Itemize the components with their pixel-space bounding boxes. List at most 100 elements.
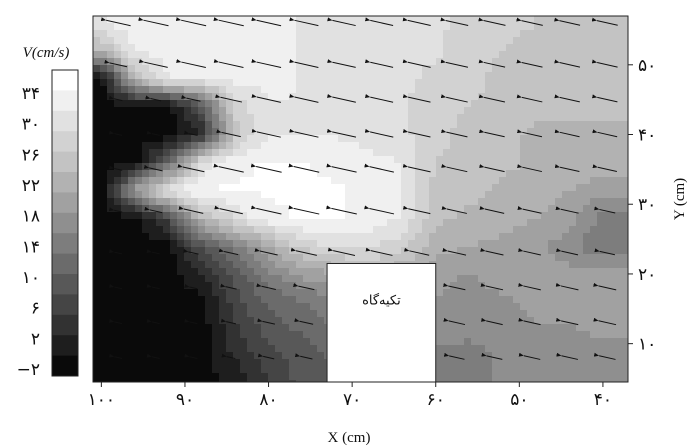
contour-cell [443,289,451,297]
contour-cell [135,226,143,234]
contour-cell [422,16,430,24]
contour-cell [548,107,556,115]
contour-cell [555,51,563,59]
contour-cell [548,366,556,374]
contour-cell [226,44,234,52]
contour-cell [93,219,101,227]
contour-cell [156,142,164,150]
contour-cell [247,324,255,332]
contour-cell [191,156,199,164]
contour-cell [163,65,171,73]
contour-cell [121,79,129,87]
contour-cell [597,261,605,269]
contour-cell [191,380,199,382]
contour-cell [114,44,122,52]
contour-cell [464,366,472,374]
contour-cell [597,254,605,262]
contour-cell [324,79,332,87]
contour-cell [268,205,276,213]
contour-cell [156,226,164,234]
contour-cell [156,324,164,332]
contour-cell [366,142,374,150]
contour-cell [527,331,535,339]
contour-cell [436,219,444,227]
contour-cell [296,226,304,234]
contour-cell [156,198,164,206]
contour-cell [198,205,206,213]
velocity-vector [214,205,243,215]
contour-cell [604,247,612,255]
contour-cell [135,366,143,374]
contour-cell [499,247,507,255]
contour-cell [275,23,283,31]
velocity-vector [143,164,163,172]
contour-cell [492,247,500,255]
contour-cell [303,212,311,220]
contour-cell [191,317,199,325]
contour-cell [373,226,381,234]
contour-cell [387,170,395,178]
contour-cell [436,303,444,311]
contour-cell [604,58,612,66]
contour-cell [317,282,325,290]
contour-cell [436,184,444,192]
contour-cell [555,100,563,108]
contour-cell [324,240,332,248]
contour-cell [310,44,318,52]
contour-cell [576,128,584,136]
contour-cell [394,93,402,101]
contour-cell [177,156,185,164]
contour-cell [156,184,164,192]
contour-cell [583,100,591,108]
contour-cell [534,219,542,227]
contour-cell [443,261,451,269]
contour-cell [345,30,353,38]
contour-cell [604,142,612,150]
contour-cell [373,93,381,101]
contour-cell [478,184,486,192]
contour-cell [191,219,199,227]
contour-cell [478,219,486,227]
contour-cell [464,128,472,136]
contour-cell [548,23,556,31]
contour-cell [562,93,570,101]
contour-cell [429,86,437,94]
contour-cell [576,331,584,339]
contour-cell [359,212,367,220]
contour-cell [212,205,220,213]
contour-cell [289,233,297,241]
contour-cell [513,65,521,73]
contour-cell [471,254,479,262]
contour-cell [583,268,591,276]
contour-cell [408,128,416,136]
contour-cell [254,30,262,38]
contour-cell [226,16,234,24]
contour-cell [436,310,444,318]
contour-cell [359,198,367,206]
contour-cell [583,23,591,31]
contour-cell [233,58,241,66]
contour-cell [233,261,241,269]
contour-cell [317,198,325,206]
contour-cell [247,44,255,52]
contour-cell [310,352,318,360]
contour-cell [534,107,542,115]
contour-cell [310,282,318,290]
contour-cell [128,198,136,206]
contour-cell [184,345,192,353]
contour-cell [163,359,171,367]
contour-cell [478,205,486,213]
contour-cell [261,163,269,171]
contour-cell [338,86,346,94]
contour-cell [555,226,563,234]
contour-cell [219,296,227,304]
contour-cell [100,198,108,206]
contour-cell [212,268,220,276]
contour-cell [562,240,570,248]
contour-cell [100,338,108,346]
contour-cell [212,380,220,382]
contour-cell [107,247,115,255]
contour-cell [625,219,628,227]
contour-cell [464,324,472,332]
contour-cell [352,79,360,87]
